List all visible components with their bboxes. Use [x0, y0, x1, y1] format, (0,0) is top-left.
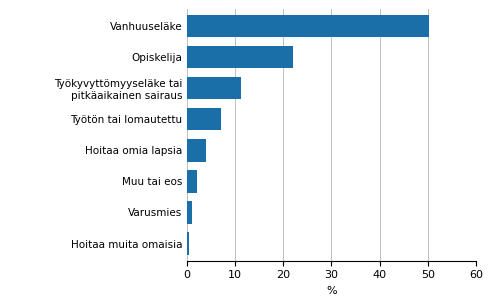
X-axis label: %: % — [326, 286, 337, 296]
Bar — [187, 108, 221, 131]
Bar — [187, 170, 197, 193]
Bar — [187, 201, 192, 224]
Bar — [187, 15, 430, 37]
Bar — [187, 232, 189, 255]
Bar — [187, 77, 241, 99]
Bar — [187, 139, 206, 161]
Bar — [187, 46, 293, 68]
